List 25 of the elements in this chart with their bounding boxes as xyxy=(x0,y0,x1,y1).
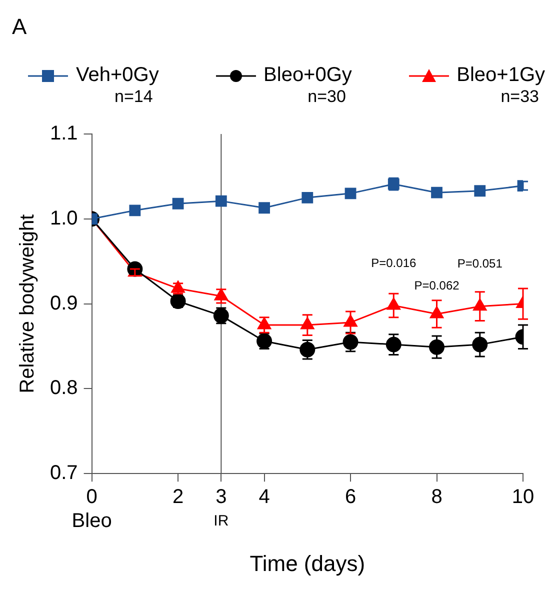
x-axis-title: Time (days) xyxy=(250,550,366,576)
chart-title: A xyxy=(11,13,28,41)
x-tick-label: 2 xyxy=(172,486,184,508)
x-tick-label: 0 Bleo xyxy=(72,486,112,532)
annotation: P=0.051 xyxy=(457,256,503,271)
y-tick-label: 0.9 xyxy=(50,292,78,314)
x-tick-label: 3 xyxy=(216,486,227,508)
y-tick-label: 0.8 xyxy=(50,377,78,400)
y-tick-label: 0.7 xyxy=(50,462,78,484)
y-axis-title: Relative bodyweight xyxy=(16,214,39,394)
x-tick-label: 6 xyxy=(344,486,356,508)
legend-label: Bleo+1Gy xyxy=(456,64,545,87)
text: n=33 xyxy=(500,87,540,107)
text: n=30 xyxy=(306,87,347,107)
legend-label: Veh+0Gy xyxy=(76,64,159,87)
x-tick-label: 8 xyxy=(431,486,442,508)
y-tick-label: 1.1 xyxy=(50,122,78,145)
legend-label: Bleo+0Gy xyxy=(264,64,352,87)
x-tick-label: 10 xyxy=(512,486,534,508)
annotation: P=0.062 xyxy=(414,278,460,292)
x-tick-label: 4 xyxy=(258,486,270,508)
annotation: P=0.016 xyxy=(371,256,416,270)
y-tick-label: 1.0 xyxy=(50,207,78,230)
ref-line-label: IR xyxy=(214,512,229,530)
text: n=14 xyxy=(114,87,154,107)
